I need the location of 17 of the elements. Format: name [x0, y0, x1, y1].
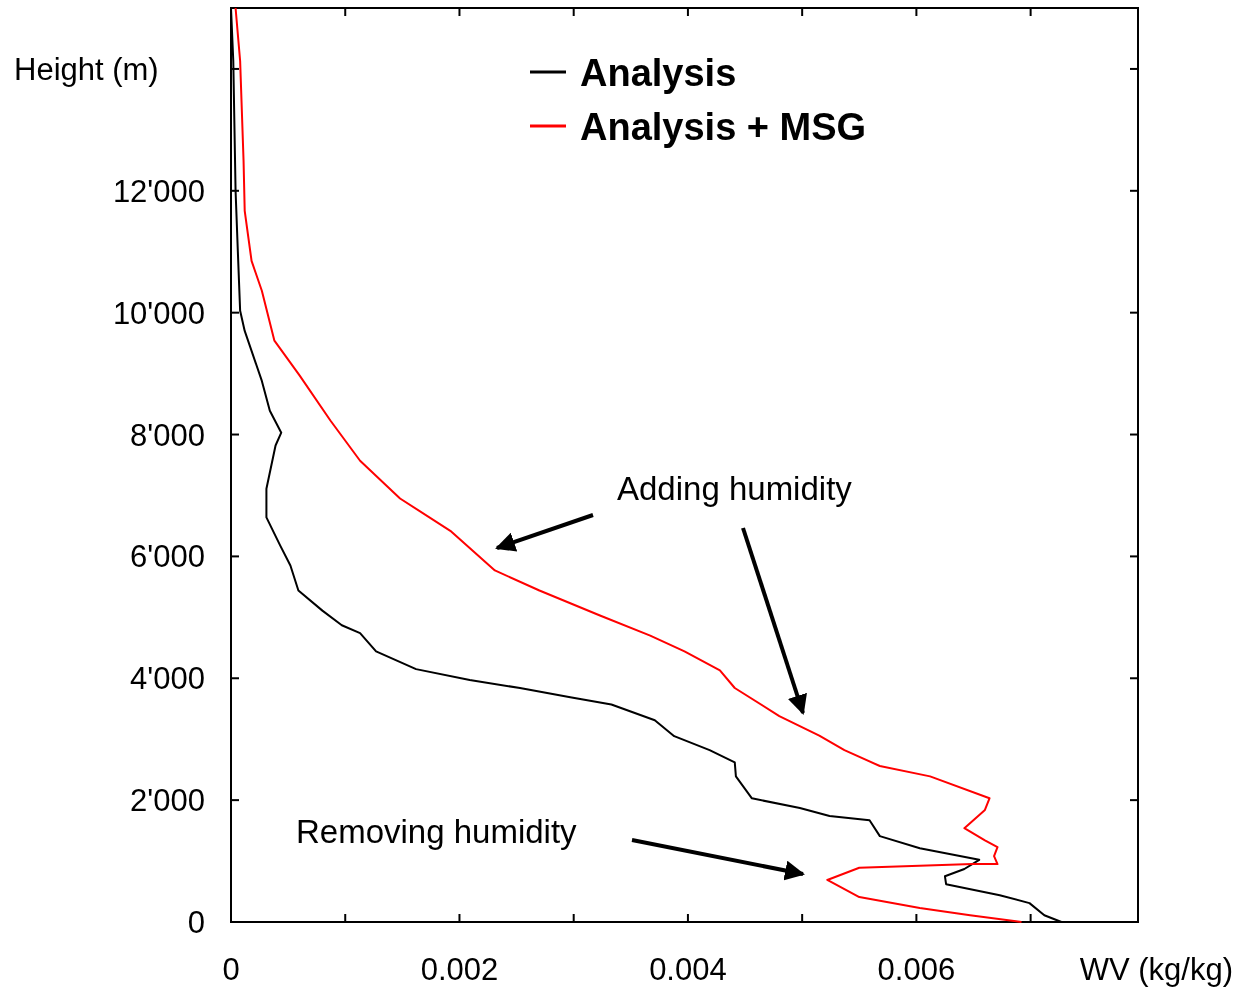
y-tick-label: 8'000	[130, 417, 205, 453]
annotation: Removing humidity	[296, 813, 578, 850]
y-tick-label: 4'000	[130, 661, 205, 697]
legend-label: Analysis	[580, 52, 737, 94]
x-tick-label: 0.006	[877, 952, 956, 987]
x-tick-label: 0	[222, 952, 240, 987]
x-tick-label: 0.002	[420, 952, 499, 987]
x-axis-title: WV (kg/kg)	[1079, 952, 1233, 987]
y-axis-title: Height (m)	[14, 52, 159, 87]
y-tick-label: 12'000	[112, 173, 205, 209]
y-tick-label: 2'000	[130, 783, 205, 819]
x-tick-label: 0.004	[649, 952, 727, 987]
y-tick-label: 6'000	[130, 539, 205, 575]
y-tick-label: 10'000	[112, 295, 205, 331]
legend-label: Analysis + MSG	[580, 106, 867, 148]
y-tick-label: 0	[187, 905, 205, 940]
annotation: Adding humidity	[617, 470, 853, 507]
